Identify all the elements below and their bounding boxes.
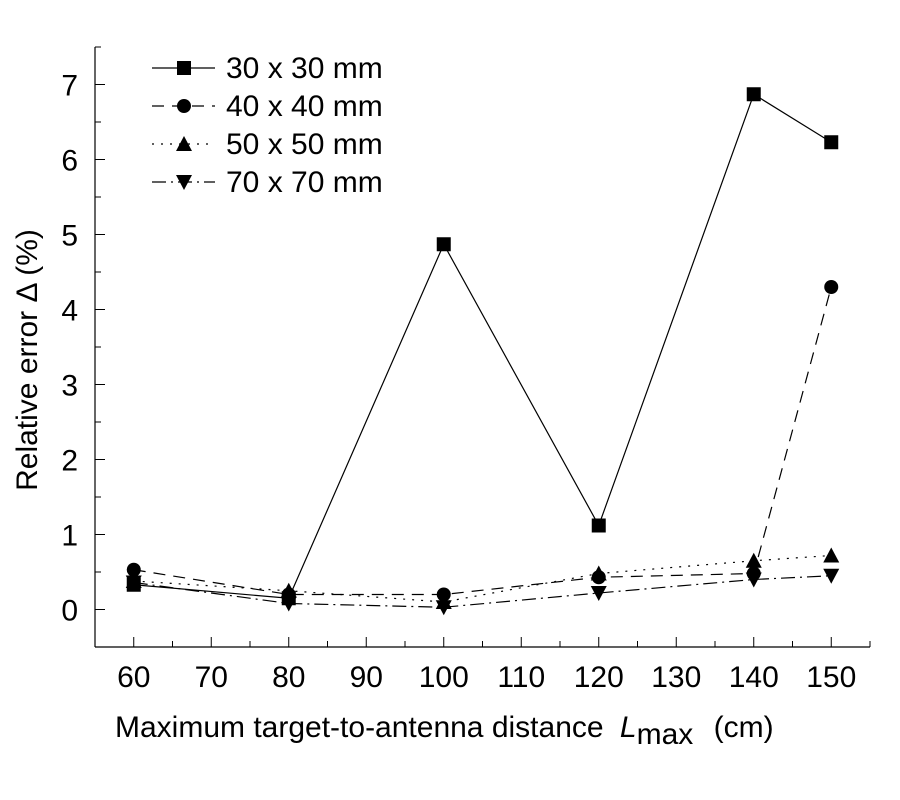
- x-axis-label-unit: (cm): [714, 711, 774, 744]
- x-axis-label: Maximum target-to-antenna distance Lmax …: [115, 711, 774, 751]
- x-tick-label: 130: [651, 661, 701, 694]
- marker-circle: [177, 99, 191, 113]
- legend-label: 70 x 70 mm: [226, 166, 383, 199]
- legend-label: 40 x 40 mm: [226, 90, 383, 123]
- legend-entry: 30 x 30 mm: [152, 52, 383, 85]
- marker-triangle-down: [176, 175, 192, 190]
- x-axis-label-text: Maximum target-to-antenna distance: [115, 711, 604, 744]
- y-tick-label: 2: [61, 445, 78, 478]
- y-tick-label: 0: [61, 595, 78, 628]
- x-axis-label-subscript: max: [637, 718, 694, 751]
- marker-square: [746, 87, 761, 102]
- series-line: [133, 575, 832, 608]
- marker-triangle-up: [280, 582, 297, 598]
- marker-triangle-down: [125, 575, 142, 591]
- marker-circle: [824, 280, 839, 294]
- series-4: [125, 568, 840, 616]
- series-line: [133, 554, 832, 603]
- legend-label: 50 x 50 mm: [226, 128, 383, 161]
- marker-triangle-up: [823, 547, 840, 563]
- x-tick-label: 100: [419, 661, 469, 694]
- marker-triangle-up: [590, 565, 607, 581]
- series-line: [133, 286, 832, 596]
- marker-triangle-down: [745, 572, 762, 588]
- y-tick-label: 7: [61, 70, 78, 103]
- x-axis-label-symbol: L: [620, 711, 637, 744]
- y-tick-label: 6: [61, 145, 78, 178]
- x-tick-label: 140: [729, 661, 779, 694]
- marker-triangle-down: [823, 568, 840, 584]
- x-tick-label: 90: [350, 661, 383, 694]
- y-axis-label: Relative error Δ (%): [11, 229, 44, 491]
- legend-label: 30 x 30 mm: [226, 52, 383, 85]
- x-tick-label: 70: [195, 661, 228, 694]
- marker-triangle-up: [745, 552, 762, 568]
- series-3: [125, 547, 840, 609]
- legend-entry: 40 x 40 mm: [152, 90, 383, 123]
- marker-triangle-down: [590, 586, 607, 601]
- marker-circle: [126, 562, 141, 577]
- series-line: [133, 93, 832, 599]
- legend-entry: 50 x 50 mm: [152, 128, 383, 161]
- y-tick-label: 1: [61, 520, 78, 553]
- series-1: [126, 87, 839, 606]
- legend: 30 x 30 mm 40 x 40 mm 50 x 50 mm 70 x 70 mm: [152, 52, 383, 199]
- marker-square: [824, 135, 839, 150]
- marker-square: [436, 237, 451, 252]
- y-tick-label: 3: [61, 370, 78, 403]
- x-tick-label: 60: [117, 661, 150, 694]
- marker-square: [591, 518, 606, 533]
- x-tick-label: 120: [574, 661, 624, 694]
- x-tick-label: 110: [497, 661, 545, 694]
- marker-triangle-down: [280, 596, 297, 612]
- y-tick-label: 4: [61, 295, 78, 328]
- marker-triangle-down: [435, 600, 452, 616]
- y-tick-label: 5: [61, 220, 78, 253]
- legend-entry: 70 x 70 mm: [152, 166, 383, 199]
- marker-square: [177, 61, 191, 75]
- axes: 0 1 2 3 4 5 6 7 60 70 80 90 100 110 120 130 140 150: [61, 46, 871, 694]
- x-tick-label: 150: [806, 661, 856, 694]
- marker-triangle-up: [176, 136, 192, 151]
- x-tick-label: 80: [272, 661, 305, 694]
- series-group: [125, 87, 840, 616]
- series-2: [126, 280, 839, 602]
